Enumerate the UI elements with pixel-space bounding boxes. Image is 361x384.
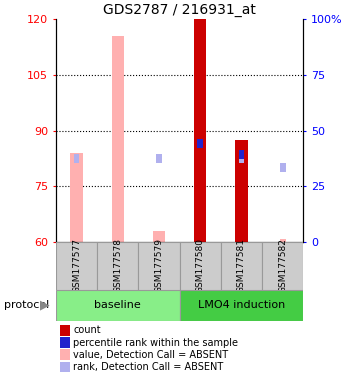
Text: GSM177581: GSM177581 [237,238,246,293]
FancyBboxPatch shape [138,242,180,290]
Text: value, Detection Call = ABSENT: value, Detection Call = ABSENT [73,350,229,360]
Bar [239,154,244,163]
Text: GSM177582: GSM177582 [278,238,287,293]
Bar [70,153,83,242]
Text: GSM177579: GSM177579 [155,238,164,293]
FancyBboxPatch shape [180,290,303,321]
Title: GDS2787 / 216931_at: GDS2787 / 216931_at [103,3,256,17]
Bar [194,19,206,242]
FancyBboxPatch shape [97,242,138,290]
Bar [153,231,165,242]
Bar [239,150,244,159]
FancyBboxPatch shape [221,242,262,290]
Text: baseline: baseline [94,300,141,310]
Text: GSM177577: GSM177577 [72,238,81,293]
Bar [235,140,248,242]
Text: protocol: protocol [4,300,49,310]
Text: percentile rank within the sample: percentile rank within the sample [73,338,238,348]
Text: GSM177578: GSM177578 [113,238,122,293]
Text: GSM177580: GSM177580 [196,238,205,293]
Bar [156,154,162,163]
Bar [74,154,79,163]
FancyBboxPatch shape [56,290,180,321]
FancyBboxPatch shape [56,242,97,290]
FancyBboxPatch shape [262,242,303,290]
Text: ▶: ▶ [40,299,50,312]
Text: LMO4 induction: LMO4 induction [198,300,285,310]
Text: count: count [73,325,101,335]
Text: rank, Detection Call = ABSENT: rank, Detection Call = ABSENT [73,362,223,372]
FancyBboxPatch shape [180,242,221,290]
Bar [280,163,286,172]
Bar [112,36,124,242]
Bar [197,139,203,148]
Bar [279,239,286,242]
